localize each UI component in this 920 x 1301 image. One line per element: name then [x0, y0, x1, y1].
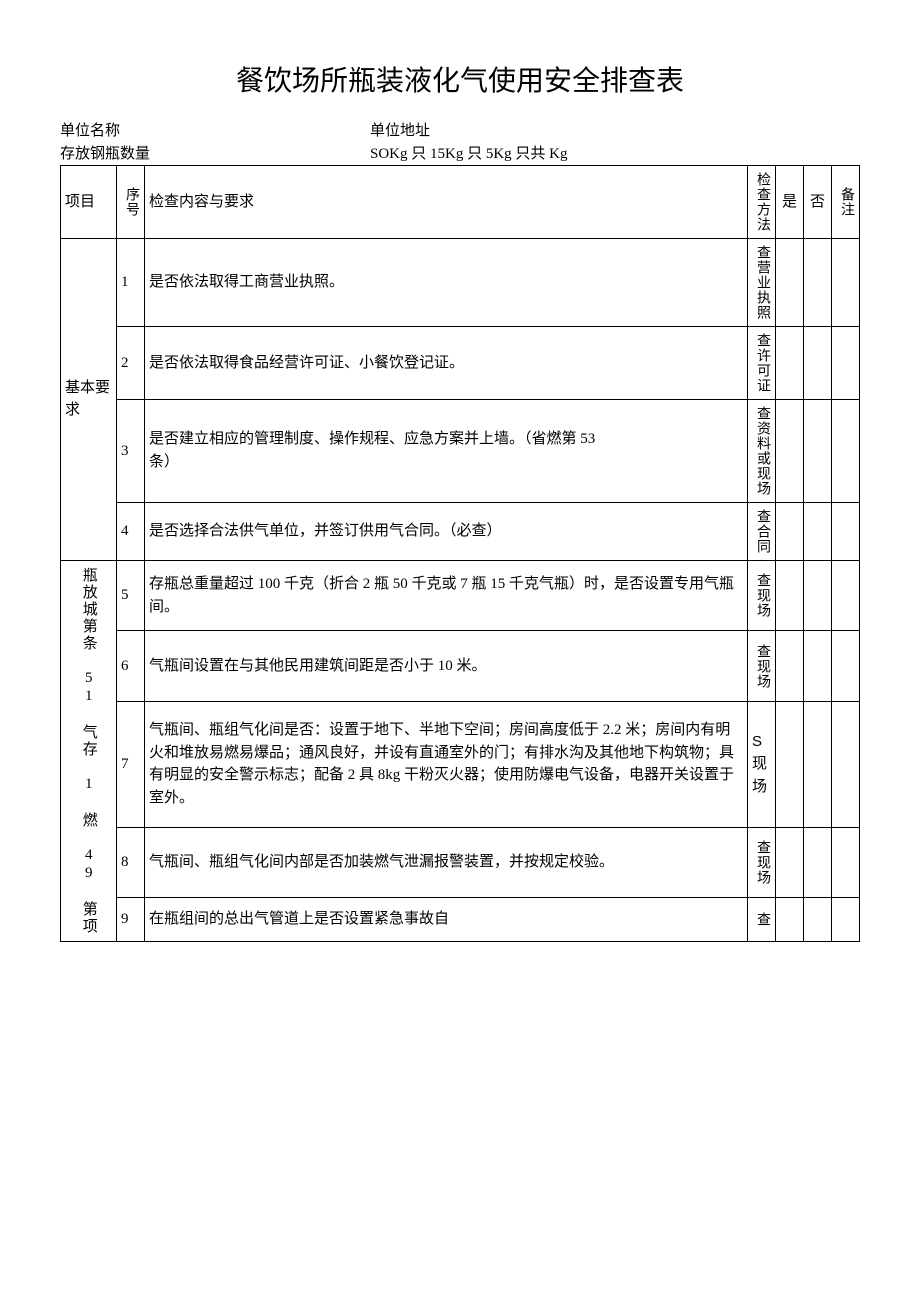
cell-yes [776, 827, 804, 898]
row-seq: 6 [117, 631, 145, 702]
meta-row-2: 存放钢瓶数量 SOKg 只 15Kg 只 5Kg 只共 Kg [60, 142, 860, 163]
cylinder-count-label: 存放钢瓶数量 [60, 142, 370, 163]
row-seq: 2 [117, 326, 145, 399]
cell-yes [776, 326, 804, 399]
row-method: 查现场 [748, 560, 776, 631]
row-seq: 1 [117, 238, 145, 326]
row-seq: 7 [117, 702, 145, 828]
cell-yes [776, 631, 804, 702]
row-method: 查 [748, 898, 776, 941]
group-name: 基本要求 [65, 377, 112, 422]
table-row: 瓶放城第条 51 气存 1 燃 49 第项5存瓶总重量超过 100 千克（折合 … [61, 560, 860, 631]
page-title: 餐饮场所瓶装液化气使用安全排查表 [60, 59, 860, 99]
cell-yes [776, 502, 804, 560]
header-no: 否 [804, 165, 832, 238]
cell-yes [776, 898, 804, 941]
cell-no [804, 560, 832, 631]
cell-yes [776, 560, 804, 631]
header-method: 检查方法 [752, 172, 773, 232]
row-seq: 8 [117, 827, 145, 898]
table-row: 基本要求1是否依法取得工商营业执照。查营业执照 [61, 238, 860, 326]
cell-note [832, 399, 860, 502]
row-method: 查现场 [748, 631, 776, 702]
table-row: 4是否选择合法供气单位，并签订供用气合同。（必查）查合同 [61, 502, 860, 560]
row-content: 存瓶总重量超过 100 千克（折合 2 瓶 50 千克或 7 瓶 15 千克气瓶… [145, 560, 748, 631]
cell-yes [776, 399, 804, 502]
unit-addr-label: 单位地址 [370, 119, 430, 140]
header-content: 检查内容与要求 [145, 165, 748, 238]
cell-no [804, 702, 832, 828]
row-method: 查营业执照 [748, 238, 776, 326]
row-method: 查现场 [748, 827, 776, 898]
table-row: 8气瓶间、瓶组气化间内部是否加装燃气泄漏报警装置，并按规定校验。查现场 [61, 827, 860, 898]
cell-no [804, 502, 832, 560]
header-seq: 序号 [121, 187, 142, 217]
cell-no [804, 238, 832, 326]
cell-note [832, 702, 860, 828]
header-note: 备注 [836, 187, 857, 217]
cell-note [832, 238, 860, 326]
row-method: 查许可证 [748, 326, 776, 399]
row-content: 是否建立相应的管理制度、操作规程、应急方案并上墙。（省燃第 53 条） [145, 399, 748, 502]
table-row: 2是否依法取得食品经营许可证、小餐饮登记证。查许可证 [61, 326, 860, 399]
row-content: 在瓶组间的总出气管道上是否设置紧急事故自 [145, 898, 748, 941]
unit-name-label: 单位名称 [60, 119, 370, 140]
row-content: 是否依法取得工商营业执照。 [145, 238, 748, 326]
cell-note [832, 326, 860, 399]
row-seq: 5 [117, 560, 145, 631]
cell-yes [776, 702, 804, 828]
cell-note [832, 827, 860, 898]
row-content: 气瓶间设置在与其他民用建筑间距是否小于 10 米。 [145, 631, 748, 702]
inspection-table: 项目序号检查内容与要求检查方法是否备注基本要求1是否依法取得工商营业执照。查营业… [60, 165, 860, 942]
cell-no [804, 399, 832, 502]
table-row: 3是否建立相应的管理制度、操作规程、应急方案并上墙。（省燃第 53 条）查资料或… [61, 399, 860, 502]
cell-no [804, 827, 832, 898]
table-row: 6气瓶间设置在与其他民用建筑间距是否小于 10 米。查现场 [61, 631, 860, 702]
group-name: 瓶放城第条 51 气存 1 燃 49 第项 [77, 567, 100, 935]
cell-note [832, 560, 860, 631]
cell-note [832, 898, 860, 941]
row-seq: 3 [117, 399, 145, 502]
meta-row-1: 单位名称 单位地址 [60, 119, 860, 140]
row-content: 是否依法取得食品经营许可证、小餐饮登记证。 [145, 326, 748, 399]
row-content: 气瓶间、瓶组气化间内部是否加装燃气泄漏报警装置，并按规定校验。 [145, 827, 748, 898]
header-yes: 是 [776, 165, 804, 238]
cell-no [804, 631, 832, 702]
cell-no [804, 326, 832, 399]
row-content: 气瓶间、瓶组气化间是否：设置于地下、半地下空间；房间高度低于 2.2 米；房间内… [145, 702, 748, 828]
cell-note [832, 631, 860, 702]
cell-no [804, 898, 832, 941]
row-method: S 现场 [748, 702, 776, 828]
table-header-row: 项目序号检查内容与要求检查方法是否备注 [61, 165, 860, 238]
cell-yes [776, 238, 804, 326]
row-method: 查资料或现场 [748, 399, 776, 502]
row-content: 是否选择合法供气单位，并签订供用气合同。（必查） [145, 502, 748, 560]
cylinder-spec: SOKg 只 15Kg 只 5Kg 只共 Kg [370, 142, 568, 163]
row-seq: 4 [117, 502, 145, 560]
table-row: 9在瓶组间的总出气管道上是否设置紧急事故自查 [61, 898, 860, 941]
row-seq: 9 [117, 898, 145, 941]
row-method: 查合同 [748, 502, 776, 560]
header-project: 项目 [61, 165, 117, 238]
cell-note [832, 502, 860, 560]
table-row: 7气瓶间、瓶组气化间是否：设置于地下、半地下空间；房间高度低于 2.2 米；房间… [61, 702, 860, 828]
